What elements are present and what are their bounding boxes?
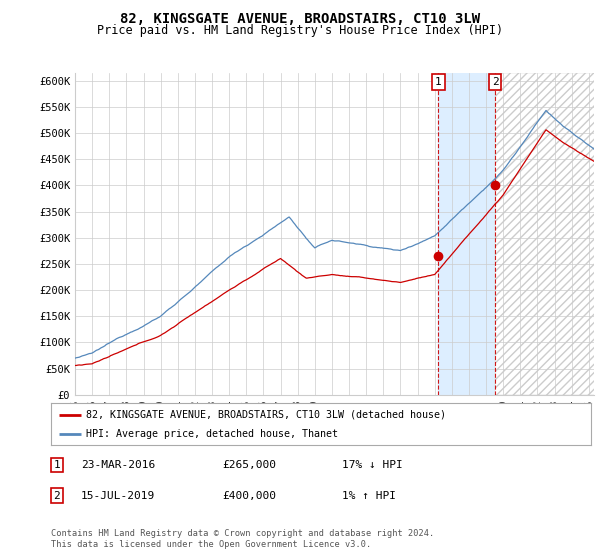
Text: £265,000: £265,000: [222, 460, 276, 470]
Text: 2: 2: [53, 491, 61, 501]
Text: 82, KINGSGATE AVENUE, BROADSTAIRS, CT10 3LW (detached house): 82, KINGSGATE AVENUE, BROADSTAIRS, CT10 …: [86, 409, 446, 419]
Text: Contains HM Land Registry data © Crown copyright and database right 2024.
This d: Contains HM Land Registry data © Crown c…: [51, 529, 434, 549]
Bar: [496, 73, 600, 395]
Text: 2: 2: [492, 77, 499, 87]
Text: 15-JUL-2019: 15-JUL-2019: [81, 491, 155, 501]
Text: HPI: Average price, detached house, Thanet: HPI: Average price, detached house, Than…: [86, 429, 338, 439]
Text: 1% ↑ HPI: 1% ↑ HPI: [342, 491, 396, 501]
Text: 1: 1: [435, 77, 442, 87]
Bar: [439, 73, 496, 395]
Text: 82, KINGSGATE AVENUE, BROADSTAIRS, CT10 3LW: 82, KINGSGATE AVENUE, BROADSTAIRS, CT10 …: [120, 12, 480, 26]
Text: 23-MAR-2016: 23-MAR-2016: [81, 460, 155, 470]
Text: Price paid vs. HM Land Registry's House Price Index (HPI): Price paid vs. HM Land Registry's House …: [97, 24, 503, 37]
Text: £400,000: £400,000: [222, 491, 276, 501]
Text: 17% ↓ HPI: 17% ↓ HPI: [342, 460, 403, 470]
Text: 1: 1: [53, 460, 61, 470]
Bar: [496, 73, 600, 395]
